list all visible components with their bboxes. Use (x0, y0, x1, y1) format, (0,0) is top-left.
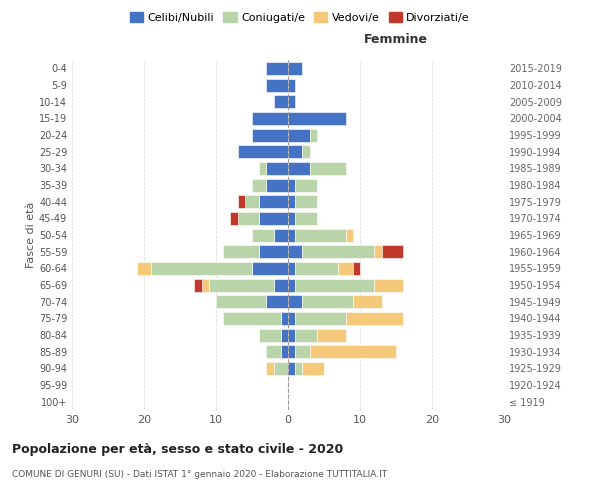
Bar (288, 228, 295, 241)
Bar (346, 228, 353, 241)
Bar (295, 178, 317, 192)
Bar (223, 245, 259, 258)
Bar (295, 312, 346, 325)
Bar (266, 345, 281, 358)
Bar (266, 362, 274, 375)
Bar (288, 128, 310, 141)
Legend: Celibi/Nubili, Coniugati/e, Vedovi/e, Divorziati/e: Celibi/Nubili, Coniugati/e, Vedovi/e, Di… (125, 8, 475, 28)
Bar (288, 328, 295, 342)
Bar (288, 262, 295, 275)
Bar (288, 312, 295, 325)
Bar (209, 278, 274, 291)
Bar (274, 278, 288, 291)
Y-axis label: Fasce di età: Fasce di età (26, 202, 36, 268)
Bar (302, 362, 324, 375)
Bar (310, 128, 317, 141)
Bar (338, 262, 353, 275)
Bar (238, 212, 259, 225)
Bar (245, 195, 259, 208)
Bar (266, 295, 288, 308)
Bar (295, 362, 302, 375)
Bar (281, 312, 288, 325)
Bar (374, 245, 382, 258)
Bar (317, 328, 346, 342)
Bar (295, 278, 374, 291)
Bar (216, 295, 266, 308)
Bar (288, 345, 295, 358)
Bar (266, 178, 288, 192)
Bar (288, 212, 295, 225)
Bar (374, 278, 403, 291)
Bar (288, 278, 295, 291)
Bar (274, 228, 288, 241)
Bar (353, 262, 360, 275)
Bar (238, 145, 288, 158)
Bar (252, 112, 288, 125)
Bar (252, 178, 266, 192)
Bar (288, 295, 302, 308)
Bar (288, 362, 295, 375)
Bar (288, 78, 295, 92)
Bar (353, 295, 382, 308)
Bar (137, 262, 151, 275)
Bar (238, 195, 245, 208)
Bar (288, 195, 295, 208)
Bar (288, 112, 346, 125)
Bar (266, 78, 288, 92)
Bar (151, 262, 252, 275)
Bar (288, 245, 302, 258)
Bar (302, 245, 374, 258)
Text: Femmine: Femmine (364, 33, 428, 46)
Bar (295, 228, 346, 241)
Bar (288, 62, 302, 75)
Bar (295, 262, 338, 275)
Bar (259, 245, 288, 258)
Bar (266, 62, 288, 75)
Bar (295, 345, 310, 358)
Bar (346, 312, 403, 325)
Bar (310, 162, 346, 175)
Bar (266, 162, 288, 175)
Bar (223, 312, 281, 325)
Bar (202, 278, 209, 291)
Bar (194, 278, 202, 291)
Bar (288, 95, 295, 108)
Text: COMUNE DI GENURI (SU) - Dati ISTAT 1° gennaio 2020 - Elaborazione TUTTITALIA.IT: COMUNE DI GENURI (SU) - Dati ISTAT 1° ge… (12, 470, 387, 479)
Bar (252, 262, 288, 275)
Bar (281, 328, 288, 342)
Bar (288, 178, 295, 192)
Bar (252, 128, 288, 141)
Bar (288, 162, 310, 175)
Bar (230, 212, 238, 225)
Bar (288, 145, 302, 158)
Bar (295, 328, 317, 342)
Bar (259, 195, 288, 208)
Bar (302, 295, 353, 308)
Bar (274, 95, 288, 108)
Bar (259, 162, 266, 175)
Bar (259, 212, 288, 225)
Bar (382, 245, 403, 258)
Bar (252, 228, 274, 241)
Bar (295, 212, 317, 225)
Bar (281, 345, 288, 358)
Bar (274, 362, 288, 375)
Bar (302, 145, 310, 158)
Bar (295, 195, 317, 208)
Bar (259, 328, 281, 342)
Text: Popolazione per età, sesso e stato civile - 2020: Popolazione per età, sesso e stato civil… (12, 442, 343, 456)
Bar (310, 345, 396, 358)
